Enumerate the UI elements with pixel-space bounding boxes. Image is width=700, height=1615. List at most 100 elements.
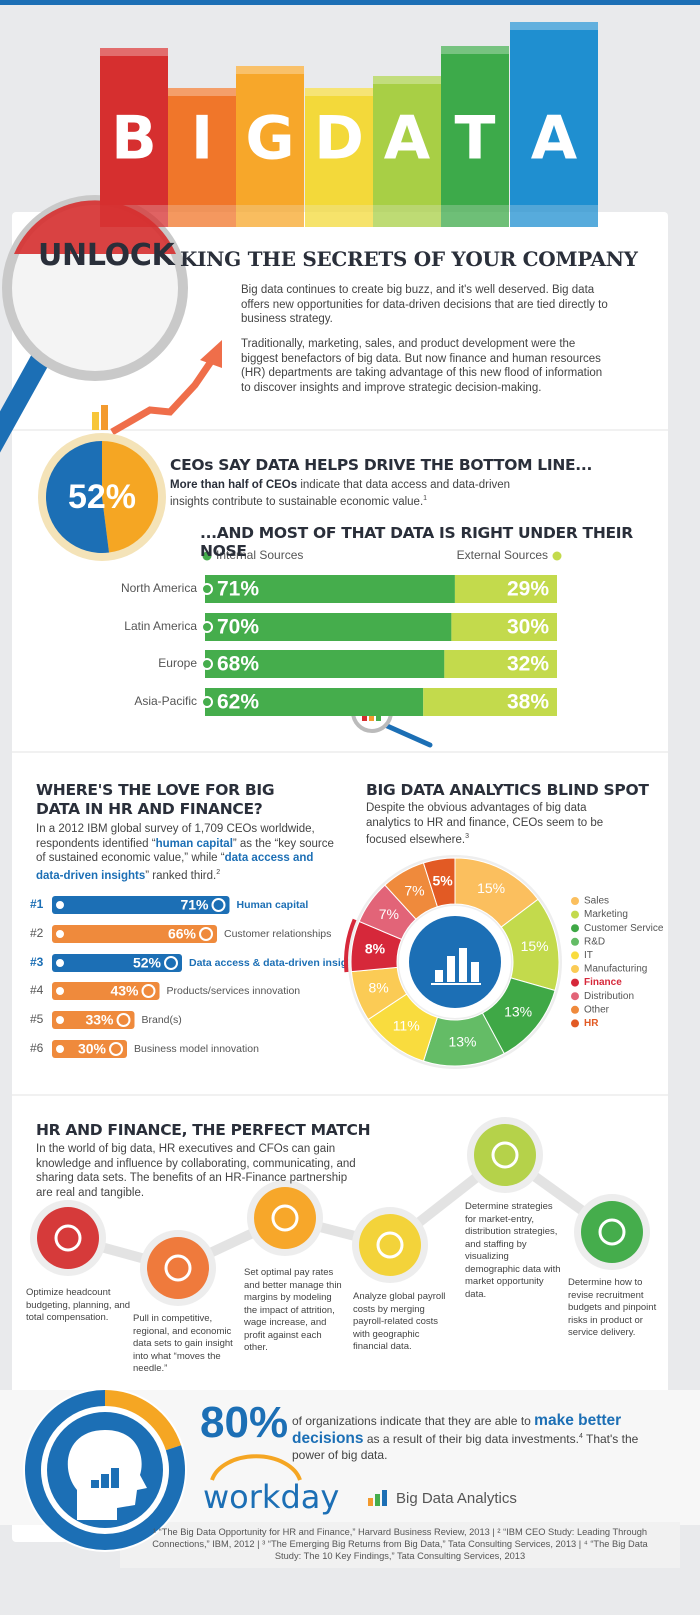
step-text: Set optimal pay rates and better manage …: [244, 1267, 342, 1353]
category-label: Business model innovation: [134, 1043, 259, 1055]
letter-column-base: [236, 205, 304, 227]
step-text: Determine how to revise recruitment budg…: [568, 1277, 657, 1338]
donut-icon-bar: [435, 970, 443, 982]
bar-segment: [205, 650, 445, 678]
legend-label: Marketing: [584, 909, 628, 920]
ceo-text-part: 1: [423, 495, 428, 502]
title-letter: I: [191, 104, 213, 174]
logo-arc: [210, 1454, 302, 1481]
category-label: Latin America: [124, 619, 197, 633]
step-circle: [359, 1214, 421, 1276]
value-label: 70%: [217, 616, 259, 639]
category-label: Customer relationships: [224, 928, 331, 940]
bar-icon: [199, 927, 213, 941]
legend-dot: [571, 992, 579, 1001]
legend-dot: [552, 551, 562, 561]
legend-label: Manufacturing: [584, 964, 647, 975]
row-dot: [201, 658, 213, 670]
intro-paragraph: Big data continues to create big buzz, a…: [241, 284, 608, 325]
value-label: 52%: [133, 955, 162, 971]
legend-dot: [571, 951, 579, 960]
donut-icon-bar: [459, 948, 467, 982]
bar: [52, 1040, 127, 1058]
decor: [101, 405, 108, 430]
match-heading: HR AND FINANCE, THE PERFECT MATCH: [36, 1121, 371, 1139]
rank-label: #2: [30, 926, 44, 940]
step-icon: [271, 1204, 299, 1232]
legend-label: IT: [584, 950, 593, 961]
legend-label: R&D: [584, 936, 605, 947]
letter-column: [441, 46, 509, 205]
donut-highlight: [344, 918, 357, 973]
bar-segment: [205, 613, 452, 641]
donut-label: 5%: [432, 873, 453, 889]
bar-dot: [54, 1014, 66, 1026]
love-heading: WHERE'S THE LOVE FOR BIG DATA IN HR AND …: [36, 781, 275, 818]
pie-label: 52%: [68, 478, 136, 516]
step-icon: [598, 1218, 626, 1246]
value-label: 71%: [180, 897, 209, 913]
ceo-text-part: indicate that data access and data-drive…: [170, 479, 511, 508]
step-text: Analyze global payroll costs by merging …: [353, 1291, 446, 1352]
workday-logo: workday: [203, 1478, 340, 1516]
decor: [382, 722, 433, 748]
letter-column-base: [100, 205, 168, 227]
donut-label: 15%: [521, 938, 549, 954]
title-letter: D: [314, 104, 364, 174]
letter-column: [305, 88, 373, 205]
rank-label: #4: [30, 983, 44, 997]
title-letter: B: [111, 104, 157, 174]
bar-segment: [423, 688, 557, 716]
closing-text: of organizations indicate that they are …: [292, 1413, 672, 1463]
letter-column: [373, 76, 441, 205]
value-label: 68%: [217, 653, 259, 676]
value-label: 30%: [78, 1041, 107, 1057]
legend-label: Internal Sources: [216, 548, 303, 562]
letter-column-cap: [510, 22, 598, 30]
legend-dot: [571, 965, 579, 973]
sources-heading: ...AND MOST OF THAT DATA IS RIGHT UNDER …: [200, 524, 633, 560]
legend-dot: [571, 910, 579, 919]
donut-label: 13%: [504, 1003, 532, 1019]
letter-column: [168, 88, 236, 205]
legend-dot: [571, 1019, 579, 1028]
donut-label: 7%: [404, 883, 424, 899]
letter-column-cap: [236, 66, 304, 74]
blind-text-part: 3: [465, 833, 469, 840]
letter-column: [100, 48, 168, 205]
letter-column-base: [441, 205, 509, 227]
value-label: 71%: [217, 578, 259, 601]
donut-icon-base: [431, 983, 481, 985]
ceo-heading: CEOs SAY DATA HELPS DRIVE THE BOTTOM LIN…: [170, 456, 593, 474]
ceo-text-part: More than half of CEOs: [170, 479, 298, 491]
category-label: Europe: [158, 656, 197, 670]
row-dot: [201, 696, 213, 708]
pie-slice: [45, 441, 110, 553]
blind-heading: BIG DATA ANALYTICS BLIND SPOT: [366, 781, 649, 799]
step-text: Pull in competitive, regional, and econo…: [133, 1313, 233, 1374]
title-letter: A: [384, 104, 431, 174]
step-icon: [54, 1224, 82, 1252]
category-label: Products/services innovation: [167, 985, 301, 997]
value-label: 38%: [507, 691, 549, 714]
donut-label: 7%: [379, 906, 399, 922]
closing-value: 80%: [200, 1398, 289, 1447]
love-text-part: human capital: [155, 837, 233, 850]
bar-segment: [454, 575, 557, 603]
step-icon: [164, 1254, 192, 1282]
donut-label: 15%: [477, 880, 505, 896]
legend-label: Other: [584, 1004, 610, 1015]
bar-icon: [141, 984, 156, 998]
head-icon-bar: [91, 1480, 99, 1488]
donut-label: 13%: [448, 1033, 476, 1049]
head-icon-bar: [101, 1474, 109, 1488]
bar-dot: [54, 1043, 66, 1055]
bar-segment: [451, 613, 557, 641]
donut-label: 11%: [393, 1017, 420, 1033]
step-circle: [37, 1207, 99, 1269]
bar: [52, 925, 217, 943]
step-circle: [254, 1187, 316, 1249]
bar-dot: [54, 985, 66, 997]
pie-rest: [102, 441, 158, 553]
